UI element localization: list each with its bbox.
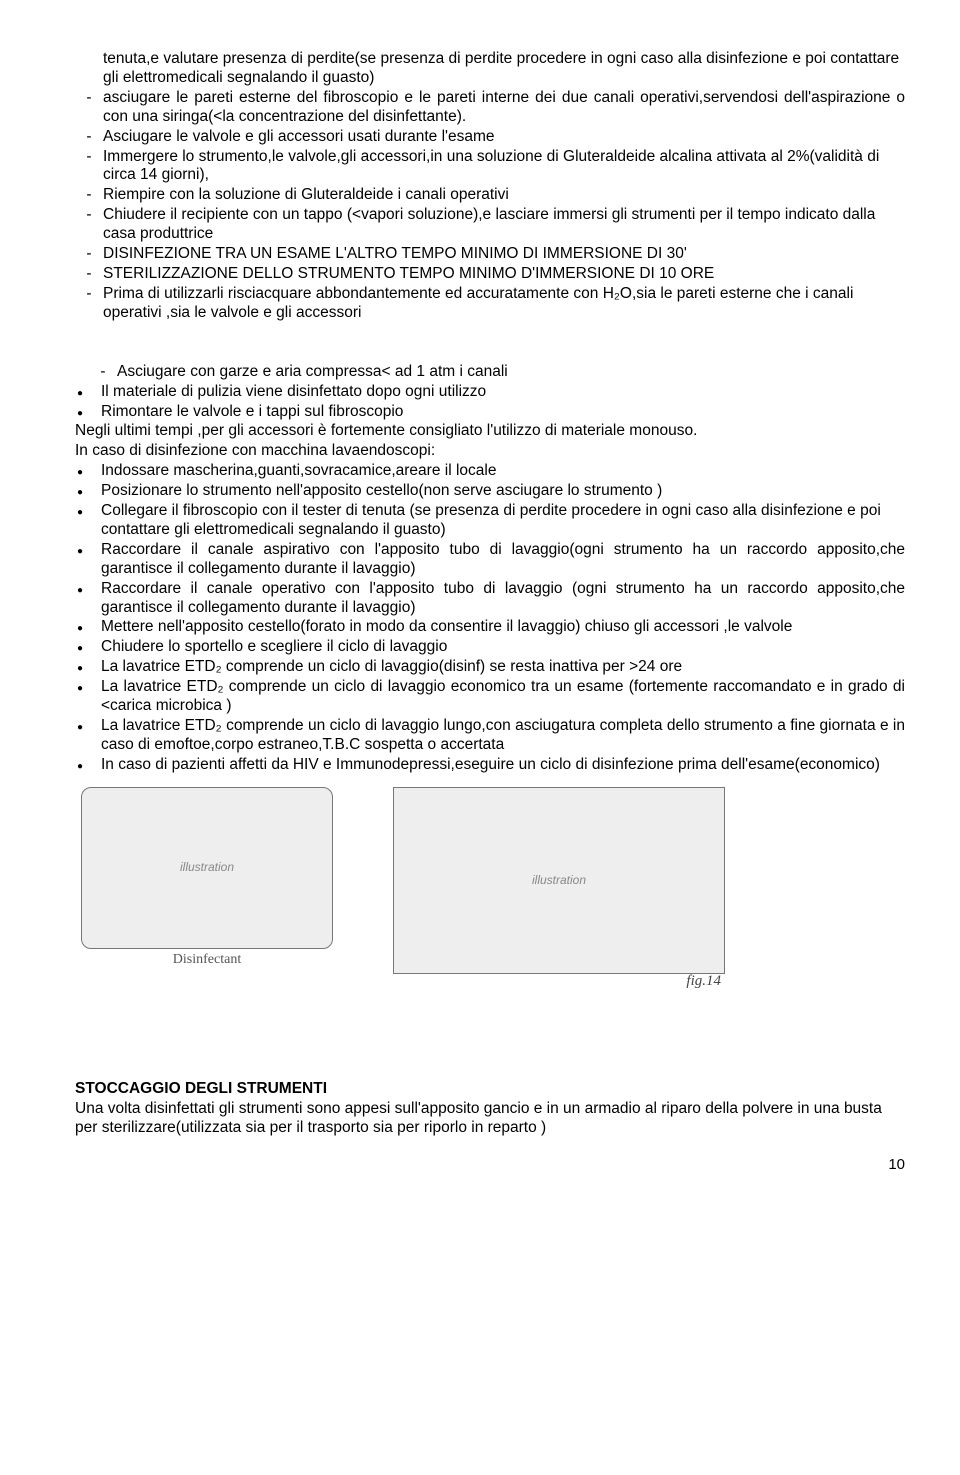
list-item-text: Chiudere il recipiente con un tappo (<va… <box>103 206 905 244</box>
dash-bullet: - <box>75 245 103 264</box>
dot-bullet: ● <box>75 638 101 657</box>
list-item-text: Immergere lo strumento,le valvole,gli ac… <box>103 148 905 186</box>
list-item-text: Raccordare il canale operativo con l'app… <box>101 580 905 618</box>
fig14-image: illustration <box>393 787 725 974</box>
list-item: -STERILIZZAZIONE DELLO STRUMENTO TEMPO M… <box>75 265 905 284</box>
list-item: ●Il materiale di pulizia viene disinfett… <box>75 383 905 402</box>
list-item-text: In caso di pazienti affetti da HIV e Imm… <box>101 756 905 775</box>
list-item: -Asciugare le valvole e gli accessori us… <box>75 128 905 147</box>
images-row: illustration Disinfectant illustration f… <box>81 787 905 990</box>
dot-bullet: ● <box>75 383 101 402</box>
dash-bullet: - <box>75 206 103 244</box>
dot-bullet: ● <box>75 482 101 501</box>
list-item-text: STERILIZZAZIONE DELLO STRUMENTO TEMPO MI… <box>103 265 905 284</box>
list-item-text: Raccordare il canale aspirativo con l'ap… <box>101 541 905 579</box>
list-item-text: La lavatrice ETD₂ comprende un ciclo di … <box>101 658 905 677</box>
list-item-text: La lavatrice ETD₂ comprende un ciclo di … <box>101 678 905 716</box>
dot-bullet: ● <box>75 618 101 637</box>
list-item-text: asciugare le pareti esterne del fibrosco… <box>103 89 905 127</box>
plain-text-2: In caso di disinfezione con macchina lav… <box>75 442 905 461</box>
dash-bullet: - <box>75 265 103 284</box>
section-heading: STOCCAGGIO DEGLI STRUMENTI <box>75 1080 905 1099</box>
list-item: -Asciugare con garze e aria compressa< a… <box>89 363 905 382</box>
dot-bullet: ● <box>75 403 101 422</box>
list-item: -Riempire con la soluzione di Gluteralde… <box>75 186 905 205</box>
list-item-text: Mettere nell'apposito cestello(forato in… <box>101 618 905 637</box>
list-item-text: Il materiale di pulizia viene disinfetta… <box>101 383 905 402</box>
dot-bullet: ● <box>75 541 101 579</box>
list-item: ●La lavatrice ETD₂ comprende un ciclo di… <box>75 717 905 755</box>
image-1-wrap: illustration Disinfectant <box>81 787 333 968</box>
list-item: -DISINFEZIONE TRA UN ESAME L'ALTRO TEMPO… <box>75 245 905 264</box>
dot-list-1: ●Il materiale di pulizia viene disinfett… <box>75 383 905 422</box>
list-item: ●La lavatrice ETD₂ comprende un ciclo di… <box>75 658 905 677</box>
disinfectant-image: illustration <box>81 787 333 949</box>
dash-bullet: - <box>75 128 103 147</box>
dash-list-2: -Asciugare con garze e aria compressa< a… <box>75 363 905 382</box>
dash-bullet: - <box>89 363 117 382</box>
dash-list-1: tenuta,e valutare presenza di perdite(se… <box>75 50 905 323</box>
list-item: ●Chiudere lo sportello e scegliere il ci… <box>75 638 905 657</box>
list-item-text: Chiudere lo sportello e scegliere il cic… <box>101 638 905 657</box>
list-item: ●Raccordare il canale aspirativo con l'a… <box>75 541 905 579</box>
list-item: ●Indossare mascherina,guanti,sovracamice… <box>75 462 905 481</box>
dot-bullet: ● <box>75 678 101 716</box>
image-2-caption: fig.14 <box>686 972 721 990</box>
image-2-wrap: illustration fig.14 <box>393 787 725 990</box>
dot-bullet: ● <box>75 580 101 618</box>
list-item-text: DISINFEZIONE TRA UN ESAME L'ALTRO TEMPO … <box>103 245 905 264</box>
list-item: ●Rimontare le valvole e i tappi sul fibr… <box>75 403 905 422</box>
list-item: -Immergere lo strumento,le valvole,gli a… <box>75 148 905 186</box>
image-1-caption: Disinfectant <box>173 951 241 968</box>
list-item-text: Asciugare le valvole e gli accessori usa… <box>103 128 905 147</box>
list-item-text: Asciugare con garze e aria compressa< ad… <box>117 363 905 382</box>
dot-bullet: ● <box>75 462 101 481</box>
list-item-text: Rimontare le valvole e i tappi sul fibro… <box>101 403 905 422</box>
dot-list-2: ●Indossare mascherina,guanti,sovracamice… <box>75 462 905 775</box>
list-item: ●La lavatrice ETD₂ comprende un ciclo di… <box>75 678 905 716</box>
list-item: -Chiudere il recipiente con un tappo (<v… <box>75 206 905 244</box>
list-item-text: La lavatrice ETD₂ comprende un ciclo di … <box>101 717 905 755</box>
dash-bullet <box>75 50 103 88</box>
list-item-text: tenuta,e valutare presenza di perdite(se… <box>103 50 905 88</box>
plain-text-1: Negli ultimi tempi ,per gli accessori è … <box>75 422 905 441</box>
dash-bullet: - <box>75 89 103 127</box>
dot-bullet: ● <box>75 756 101 775</box>
dash-bullet: - <box>75 148 103 186</box>
list-item: tenuta,e valutare presenza di perdite(se… <box>75 50 905 88</box>
list-item-text: Riempire con la soluzione di Gluteraldei… <box>103 186 905 205</box>
dot-bullet: ● <box>75 502 101 540</box>
list-item: ●Raccordare il canale operativo con l'ap… <box>75 580 905 618</box>
list-item: ●Posizionare lo strumento nell'apposito … <box>75 482 905 501</box>
list-item-text: Prima di utilizzarli risciacquare abbond… <box>103 285 905 323</box>
list-item: -asciugare le pareti esterne del fibrosc… <box>75 89 905 127</box>
final-paragraph: Una volta disinfettati gli strumenti son… <box>75 1100 905 1138</box>
dash-bullet: - <box>75 186 103 205</box>
list-item: -Prima di utilizzarli risciacquare abbon… <box>75 285 905 323</box>
list-item-text: Posizionare lo strumento nell'apposito c… <box>101 482 905 501</box>
dot-bullet: ● <box>75 717 101 755</box>
list-item-text: Collegare il fibroscopio con il tester d… <box>101 502 905 540</box>
list-item-text: Indossare mascherina,guanti,sovracamice,… <box>101 462 905 481</box>
list-item: ●Collegare il fibroscopio con il tester … <box>75 502 905 540</box>
list-item: ●Mettere nell'apposito cestello(forato i… <box>75 618 905 637</box>
list-item: ●In caso di pazienti affetti da HIV e Im… <box>75 756 905 775</box>
page-number: 10 <box>75 1156 905 1174</box>
dot-bullet: ● <box>75 658 101 677</box>
dash-bullet: - <box>75 285 103 323</box>
